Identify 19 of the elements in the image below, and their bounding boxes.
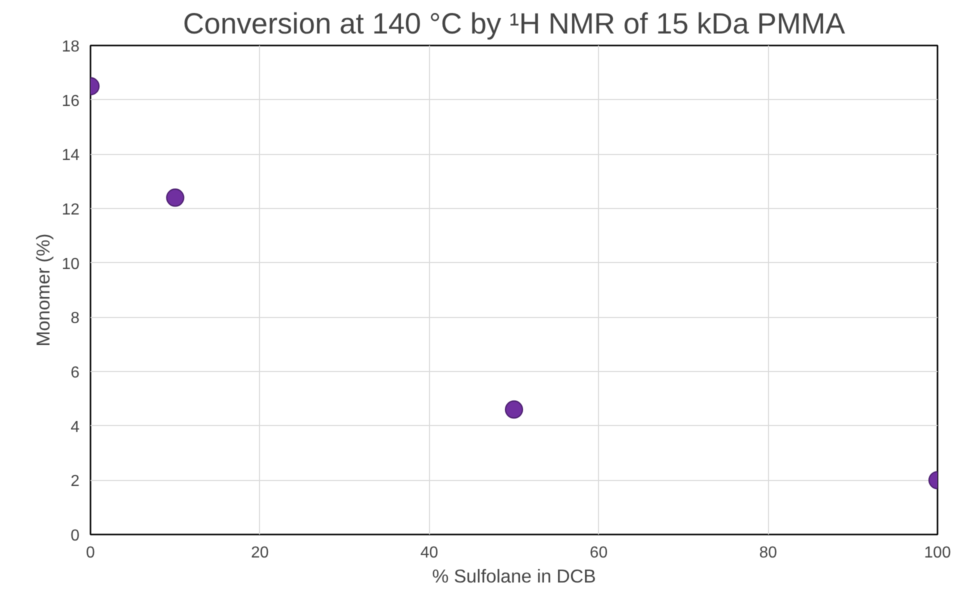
y-tick-label: 18 (62, 38, 80, 56)
chart-title: Conversion at 140 °C by ¹H NMR of 15 kDa PMMA (182, 8, 846, 40)
y-tick-label: 0 (70, 528, 80, 544)
x-tick-label: 0 (86, 544, 96, 562)
x-axis-title: % Sulfolane in DCB (432, 566, 596, 586)
y-tick-label: 8 (70, 310, 80, 328)
x-tick-label: 60 (590, 544, 608, 562)
y-axis-title: Monomer (%) (32, 233, 54, 346)
x-tick-label: 40 (420, 544, 438, 562)
y-tick-label: 10 (62, 256, 80, 273)
y-tick-label: 12 (62, 202, 80, 218)
y-tick-label: 2 (70, 473, 80, 490)
y-tick-label: 14 (62, 147, 80, 164)
y-tick-label: 6 (70, 364, 80, 382)
x-tick-label: 80 (759, 544, 778, 562)
x-tick-label: 20 (251, 544, 269, 562)
x-tick-label: 100 (924, 544, 951, 562)
y-tick-label: 16 (62, 92, 80, 110)
y-tick-label: 4 (70, 418, 80, 436)
